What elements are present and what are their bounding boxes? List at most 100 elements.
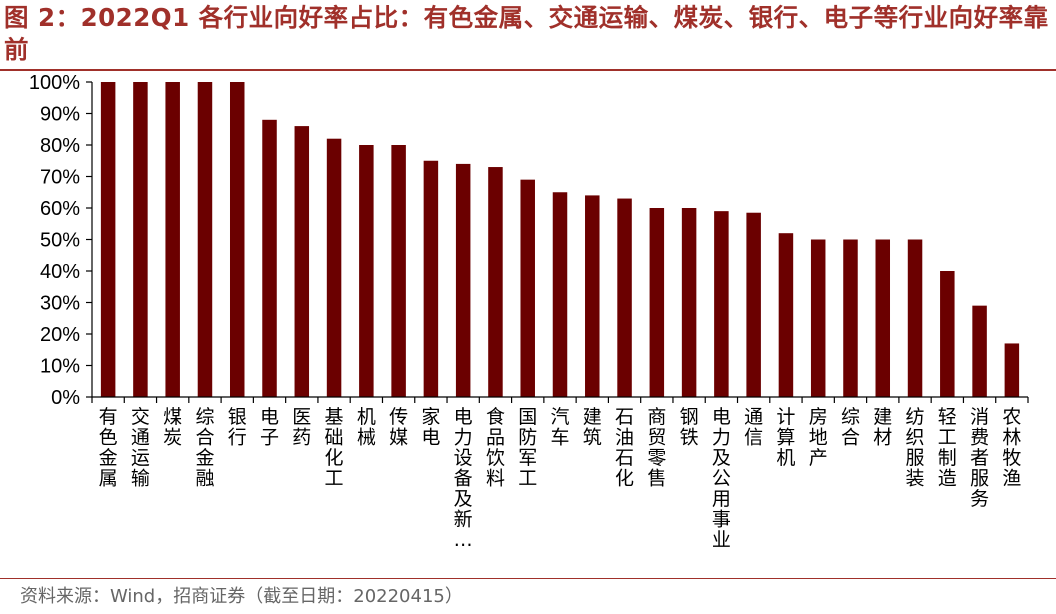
category-label-char: 电 xyxy=(712,406,731,428)
y-tick-label: 80% xyxy=(40,135,80,157)
category-label: 钢铁 xyxy=(680,406,699,449)
category-label: 建材 xyxy=(873,406,892,449)
category-label-char: 金 xyxy=(99,447,118,469)
category-label-char: 品 xyxy=(486,427,505,449)
bar xyxy=(520,179,535,397)
bar xyxy=(423,160,439,397)
category-label-char: 事 xyxy=(712,509,731,531)
category-label-char: 材 xyxy=(873,427,892,449)
y-tick-label: 10% xyxy=(40,356,80,378)
category-label: 房地产 xyxy=(809,406,828,469)
category-label-char: 房 xyxy=(809,406,828,428)
title-divider xyxy=(0,69,1056,71)
category-label-char: 售 xyxy=(647,468,666,490)
category-label-char: 地 xyxy=(809,427,828,449)
y-axis: 0% 10% 20% 30% 40% 50% 60% 70% 80% 90% 100% xyxy=(29,72,93,409)
category-label: 计算机 xyxy=(776,406,795,469)
y-tick-label: 20% xyxy=(40,324,80,346)
category-label-char: 油 xyxy=(615,427,634,449)
category-label: 机械 xyxy=(357,406,376,449)
category-label-char: 贸 xyxy=(647,427,666,449)
bar xyxy=(455,163,471,397)
category-label-char: 家 xyxy=(421,406,440,428)
bar xyxy=(197,82,213,397)
source-note: 资料来源：Wind，招商证券（截至日期：20220415） xyxy=(20,586,463,607)
bar xyxy=(391,145,406,397)
bar xyxy=(359,145,374,397)
bar xyxy=(907,239,923,397)
category-label-char: 汽 xyxy=(550,406,569,428)
y-tick-label: 50% xyxy=(40,230,80,252)
category-label-char: 电 xyxy=(260,406,279,428)
category-label-char: 化 xyxy=(325,447,344,469)
category-label-char: 及 xyxy=(712,447,731,469)
category-label: 传媒 xyxy=(389,406,408,449)
category-label-char: 装 xyxy=(906,468,925,490)
category-label-char: 电 xyxy=(454,406,473,428)
bar xyxy=(617,198,632,397)
category-label-char: 药 xyxy=(292,427,311,449)
category-label-char: 综 xyxy=(841,406,860,428)
category-label-char: 工 xyxy=(518,468,537,490)
category-label-char: 础 xyxy=(325,427,344,449)
category-label-char: 属 xyxy=(99,468,118,490)
category-label-char: 信 xyxy=(744,427,763,449)
category-label-char: 消 xyxy=(970,406,989,428)
category-label-char: 传 xyxy=(389,406,408,428)
bar xyxy=(585,195,600,397)
bar xyxy=(843,239,858,397)
category-label-char: 子 xyxy=(260,427,279,449)
bar-chart: 0%10%20%30%40%50%60%70%80%90%100% 有色金属交通… xyxy=(29,72,1029,551)
category-label-char: 军 xyxy=(518,447,537,469)
category-label-char: 色 xyxy=(99,427,118,449)
category-label-char: 电 xyxy=(421,427,440,449)
category-label: 有色金属 xyxy=(99,406,118,490)
category-label-char: 设 xyxy=(454,447,473,469)
category-label: 煤炭 xyxy=(163,406,182,449)
category-label-char: 织 xyxy=(906,427,925,449)
category-label-char: 计 xyxy=(776,406,795,428)
category-label: 汽车 xyxy=(550,406,569,449)
bar xyxy=(810,239,826,397)
category-label-char: 造 xyxy=(938,468,957,490)
category-label-char: 媒 xyxy=(389,427,408,449)
category-labels: 有色金属交通运输煤炭综合金融银行电子医药基础化工机械传媒家电电力设备及新…食品饮… xyxy=(99,406,1022,551)
category-label-char: 新 xyxy=(454,509,473,531)
category-label-char: 炭 xyxy=(163,427,182,449)
category-label-char: 林 xyxy=(1002,427,1021,449)
category-label-char: 产 xyxy=(809,447,828,469)
bar xyxy=(294,126,310,397)
y-tick-label: 30% xyxy=(40,293,80,315)
category-label-char: 零 xyxy=(647,447,666,469)
category-label-char: 算 xyxy=(776,427,795,449)
y-tick-label: 60% xyxy=(40,198,80,220)
x-axis xyxy=(91,396,1029,403)
bar xyxy=(714,211,729,397)
bar xyxy=(488,167,503,397)
category-label: 银行 xyxy=(228,406,247,449)
category-label-char: 银 xyxy=(228,406,247,428)
bar xyxy=(133,82,148,397)
category-label-char: 国 xyxy=(518,406,537,428)
category-label-char: 行 xyxy=(228,427,247,449)
category-label-char: 农 xyxy=(1002,406,1021,428)
category-label-char: 建 xyxy=(873,406,892,428)
bars xyxy=(100,82,1020,398)
category-label: 交通运输 xyxy=(131,406,150,490)
bar xyxy=(1004,343,1020,397)
category-label-char: 通 xyxy=(744,406,763,428)
category-label-char: 业 xyxy=(712,529,731,551)
y-tick-label: 0% xyxy=(51,387,80,409)
category-label-char: 运 xyxy=(131,447,150,469)
category-label-char: 服 xyxy=(970,468,989,490)
category-label: 电力设备及新… xyxy=(454,406,473,551)
category-label-char: 牧 xyxy=(1002,447,1021,469)
bar xyxy=(940,271,955,397)
